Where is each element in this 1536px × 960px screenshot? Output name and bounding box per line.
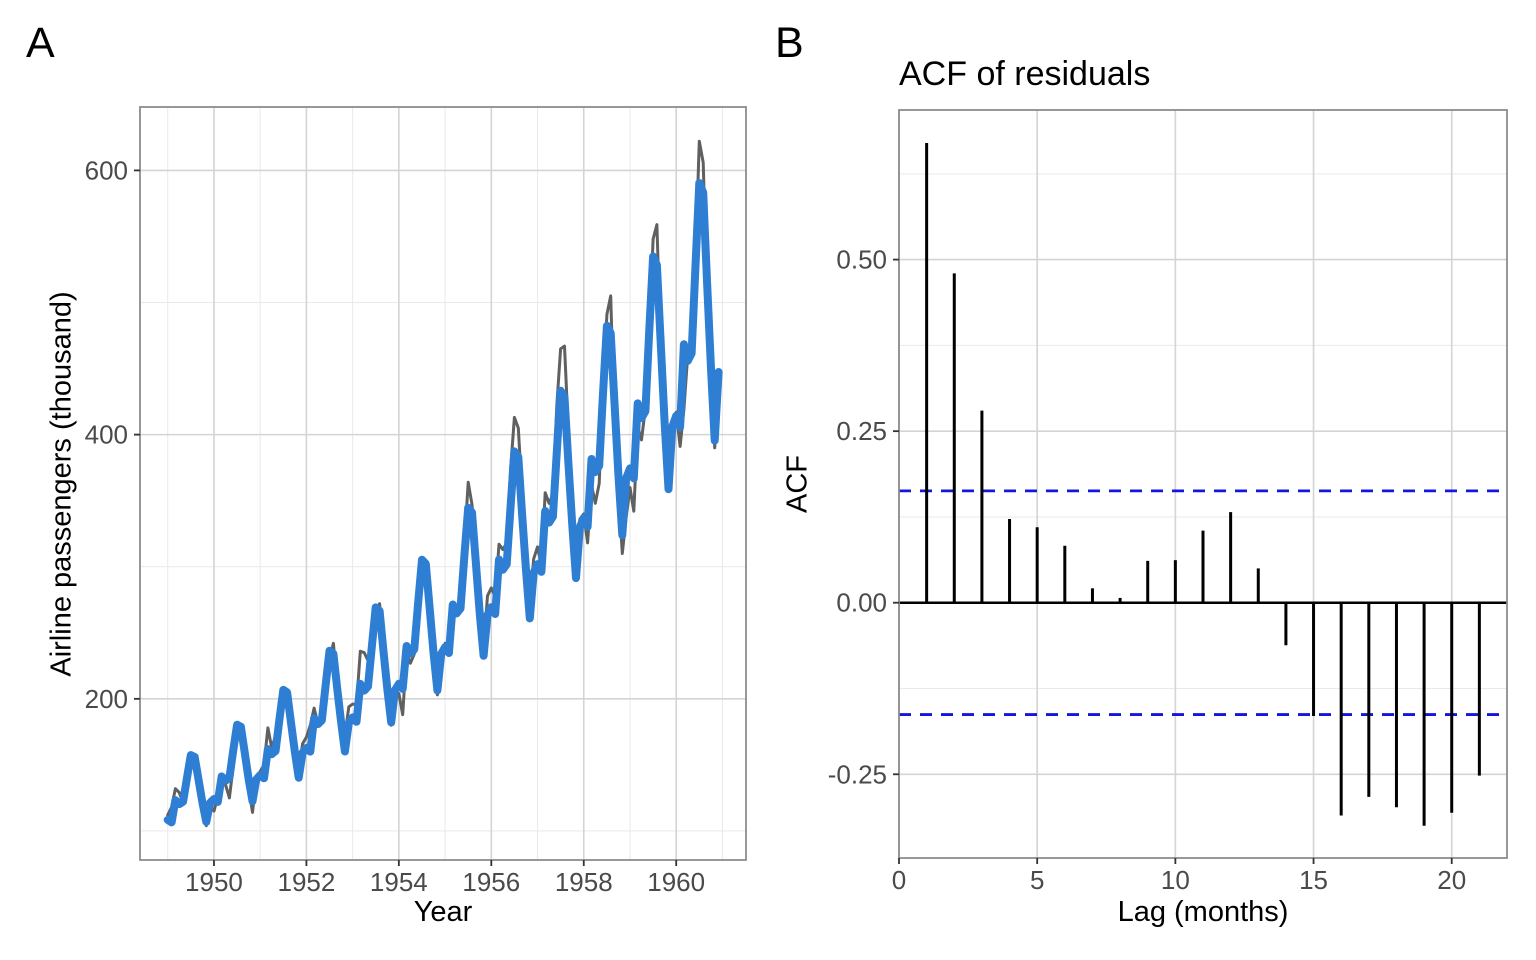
panel-a-x-tick-label-1956: 1956 (462, 867, 520, 897)
panel-b-y-tick-label-0.25: 0.25 (836, 416, 887, 446)
panel-b-title: ACF of residuals (899, 55, 1151, 93)
panel-a-x-tick-label-1960: 1960 (647, 867, 705, 897)
panel-a-y-tick-label-200: 200 (85, 684, 128, 714)
panel-b-tag: B (775, 19, 804, 67)
observed-line (166, 139, 721, 828)
panel-a-x-tick-label-1958: 1958 (555, 867, 613, 897)
panel-b-y-axis-title: ACF (781, 455, 814, 513)
panel-a-x-tick-label-1952: 1952 (277, 867, 335, 897)
panel-b-x-tick-label-20: 20 (1437, 865, 1466, 895)
panel-b-y-tick-label--0.25: -0.25 (828, 759, 887, 789)
panel-b-x-tick-label-15: 15 (1299, 865, 1328, 895)
panel-b-y-tick-label-0.50: 0.50 (836, 245, 887, 275)
panel-a-x-tick-label-1950: 1950 (185, 867, 243, 897)
panel-a-panel-border (139, 106, 747, 861)
panel-b: 0 5 10 15 20 -0.25 0.00 0.25 0.50 (828, 109, 1508, 895)
panel-b-x-axis-title: Lag (months) (1117, 896, 1289, 928)
fitted-line (163, 179, 723, 827)
panel-b-x-tick-label-5: 5 (1030, 865, 1044, 895)
panel-b-x-tick-label-10: 10 (1161, 865, 1190, 895)
panel-a-x-tick-label-1954: 1954 (370, 867, 428, 897)
panel-a-y-axis-title: Airline passengers (thousand) (45, 291, 78, 677)
panel-b-y-tick-label-0.00: 0.00 (836, 588, 887, 618)
panel-a-y-tick-label-400: 400 (85, 420, 128, 450)
panel-a: 1950 1952 1954 1956 1958 1960 200 400 600 (85, 106, 747, 897)
panel-a-tag: A (26, 19, 55, 67)
panel-a-x-axis-title: Year (413, 896, 473, 928)
panel-b-x-tick-label-0: 0 (892, 865, 906, 895)
panel-b-panel-border (898, 109, 1508, 859)
panel-a-y-tick-label-600: 600 (85, 155, 128, 185)
